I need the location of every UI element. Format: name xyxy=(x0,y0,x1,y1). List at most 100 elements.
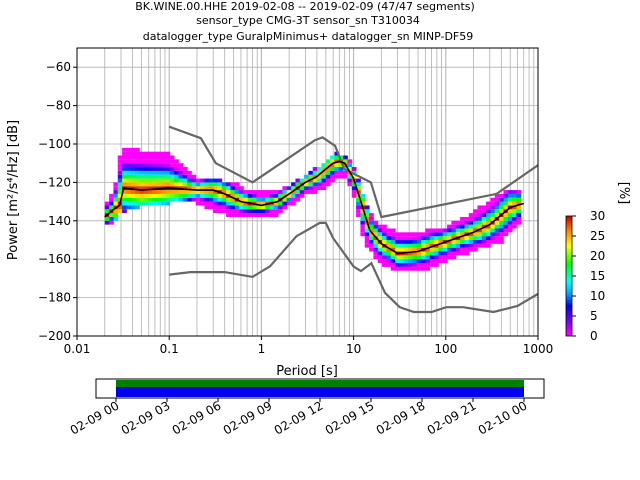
psd-cell xyxy=(516,216,522,221)
psd-cell xyxy=(308,190,314,194)
psd-cell xyxy=(325,174,331,179)
psd-cell xyxy=(486,224,491,229)
psd-cell xyxy=(217,193,223,198)
psd-cell xyxy=(477,240,483,244)
psd-cell xyxy=(143,201,149,206)
psd-cell xyxy=(135,155,140,160)
psd-cell xyxy=(156,182,162,187)
psd-cell xyxy=(364,209,370,214)
psd-cell xyxy=(126,155,132,160)
psd-cell xyxy=(135,178,140,183)
psd-cell xyxy=(109,197,114,202)
psd-cell xyxy=(113,201,119,206)
psd-cell xyxy=(139,190,145,194)
psd-cell xyxy=(113,213,119,217)
psd-cell xyxy=(382,259,387,264)
psd-cell xyxy=(113,197,119,202)
psd-cell xyxy=(256,201,262,206)
psd-cell xyxy=(460,228,465,233)
psd-cell xyxy=(282,205,288,210)
psd-cell xyxy=(204,182,210,187)
psd-cell xyxy=(494,220,500,225)
psd-cell xyxy=(291,201,296,206)
psd-cell xyxy=(395,259,400,264)
timeline-tick-label: 02-09 21 xyxy=(425,398,479,437)
psd-cell xyxy=(152,167,158,171)
psd-cell xyxy=(490,216,496,221)
psd-cell xyxy=(464,228,470,233)
psd-cell xyxy=(269,193,275,198)
psd-cell xyxy=(507,190,513,194)
psd-cell xyxy=(408,240,413,244)
psd-cell xyxy=(152,155,158,160)
psd-cell xyxy=(247,193,253,198)
psd-cell xyxy=(230,197,236,202)
psd-cell xyxy=(473,220,478,225)
psd-cell xyxy=(364,236,370,240)
psd-cell xyxy=(438,247,444,252)
timeline-tick-label: 02-09 06 xyxy=(170,398,224,437)
psd-cell xyxy=(122,182,127,187)
psd-cell xyxy=(468,240,474,244)
psd-cell xyxy=(464,236,470,240)
psd-cell xyxy=(494,232,500,237)
psd-cell xyxy=(395,243,400,248)
psd-cell xyxy=(256,190,262,194)
psd-cell xyxy=(122,193,127,198)
psd-cell xyxy=(321,170,327,175)
psd-cell xyxy=(408,266,413,271)
psd-cell xyxy=(113,186,119,191)
psd-cell xyxy=(165,151,171,156)
psd-cell xyxy=(468,224,474,229)
psd-cell xyxy=(447,243,452,248)
psd-cell xyxy=(473,240,478,244)
psd-cell xyxy=(351,190,357,194)
y-axis-label: Power [m²/s⁴/Hz] [dB] xyxy=(6,120,21,260)
psd-cell xyxy=(455,243,461,248)
psd-cell xyxy=(226,190,231,194)
psd-cell xyxy=(356,178,361,183)
psd-cell xyxy=(148,186,153,191)
psd-cell xyxy=(221,182,227,187)
psd-cell xyxy=(429,243,435,248)
psd-cell xyxy=(143,163,149,168)
psd-cell xyxy=(139,159,145,164)
psd-cell xyxy=(126,182,132,187)
psd-cell xyxy=(477,232,483,237)
psd-cell xyxy=(468,213,474,217)
x-axis-ticks: 0.01 0.1 1 10 100 1000 xyxy=(64,336,553,356)
psd-cell xyxy=(460,224,465,229)
psd-cell xyxy=(273,190,279,194)
title-line-1: BK.WINE.00.HHE 2019-02-08 -- 2019-02-09 … xyxy=(135,0,475,13)
psd-cell xyxy=(373,247,379,252)
psd-cell xyxy=(191,190,197,194)
psd-cell xyxy=(161,193,166,198)
psd-cell xyxy=(447,247,452,252)
psd-cell xyxy=(503,220,509,225)
psd-cell xyxy=(421,232,426,237)
psd-cell xyxy=(356,186,361,191)
psd-cell xyxy=(226,182,231,187)
psd-cell xyxy=(182,182,188,187)
psd-cell xyxy=(421,240,426,244)
noise-model-curve xyxy=(168,125,538,219)
psd-cell xyxy=(382,228,387,233)
psd-cell xyxy=(135,201,140,206)
psd-cell xyxy=(213,197,218,202)
psd-cell xyxy=(278,201,283,206)
psd-cell xyxy=(325,182,331,187)
psd-cell xyxy=(126,174,132,179)
psd-cell xyxy=(191,178,197,183)
psd-cell xyxy=(343,174,348,179)
psd-cell xyxy=(130,174,136,179)
psd-cell xyxy=(139,178,145,183)
psd-cell xyxy=(494,201,500,206)
psd-cell xyxy=(503,213,509,217)
psd-cell xyxy=(425,263,431,267)
psd-cell xyxy=(295,182,301,187)
psd-cell xyxy=(408,236,413,240)
psd-cell xyxy=(278,190,283,194)
psd-cell xyxy=(438,236,444,240)
psd-cell xyxy=(408,243,413,248)
psd-cell xyxy=(390,255,396,260)
